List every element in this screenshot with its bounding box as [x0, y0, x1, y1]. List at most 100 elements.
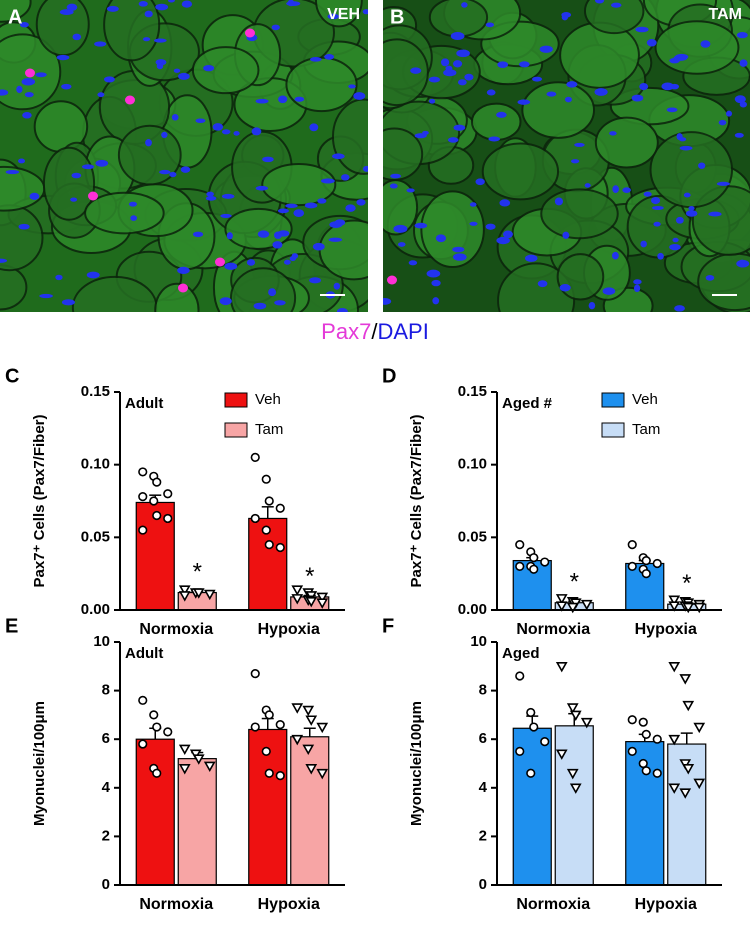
data-point	[627, 715, 637, 725]
nucleus	[356, 199, 366, 206]
data-point	[261, 746, 271, 756]
data-point	[627, 539, 637, 550]
panel-letter: A	[8, 6, 22, 28]
data-point	[138, 525, 148, 535]
nucleus	[327, 13, 339, 20]
fiber	[71, 275, 158, 312]
data-point	[555, 749, 568, 760]
nucleus	[698, 162, 706, 169]
nucleus	[496, 111, 507, 118]
nucleus	[736, 32, 748, 39]
nucleus	[453, 124, 466, 131]
nucleus	[224, 262, 238, 270]
data-point	[529, 553, 539, 563]
data-point	[149, 496, 159, 506]
nucleus	[595, 0, 605, 4]
data-point	[638, 717, 648, 727]
significance: *	[570, 569, 579, 596]
nucleus	[561, 14, 569, 21]
nucleus	[22, 111, 32, 119]
data-point	[529, 564, 539, 574]
data-point	[641, 729, 651, 739]
nucleus	[640, 240, 647, 248]
nucleus	[274, 300, 286, 306]
data-point	[682, 700, 695, 712]
data-point	[152, 768, 162, 778]
nucleus	[383, 297, 392, 305]
nucleus	[155, 3, 169, 11]
nucleus	[156, 62, 164, 70]
data-point	[693, 722, 706, 734]
nucleus	[180, 166, 191, 173]
nucleus	[253, 302, 267, 310]
y-tick-label: 0	[102, 876, 110, 893]
data-point	[302, 744, 315, 756]
nucleus	[496, 236, 510, 245]
nucleus	[450, 32, 465, 40]
fiber	[154, 282, 200, 312]
bar	[135, 738, 175, 886]
nucleus	[103, 76, 115, 83]
nucleus	[612, 251, 619, 260]
y-tick-label: 0.00	[81, 601, 110, 618]
data-point	[316, 598, 329, 609]
data-point	[641, 569, 651, 579]
chart-title: Aged #	[502, 395, 553, 412]
stain-legend: Pax7/DAPI	[321, 319, 429, 344]
nucleus	[673, 55, 688, 61]
nucleus	[497, 61, 509, 68]
nucleus	[309, 57, 322, 62]
data-point	[316, 722, 329, 734]
data-point	[192, 754, 205, 765]
stain: Pax7	[321, 319, 371, 344]
data-point	[515, 539, 525, 550]
nucleus	[271, 24, 280, 31]
nucleus	[562, 231, 570, 239]
nucleus	[475, 178, 485, 186]
nucleus	[219, 297, 232, 306]
nucleus	[71, 172, 82, 179]
fiber	[383, 38, 429, 107]
nucleus	[393, 224, 408, 233]
nucleus	[130, 215, 138, 221]
nucleus	[738, 259, 746, 268]
significance: *	[193, 558, 202, 585]
nucleus	[485, 22, 495, 28]
fiber	[230, 267, 297, 312]
nucleus	[574, 142, 585, 147]
fiber	[649, 131, 734, 209]
fiber	[583, 0, 645, 35]
nucleus	[353, 92, 366, 100]
nucleus	[525, 254, 538, 262]
fiber	[559, 21, 640, 89]
fiber	[481, 142, 560, 201]
pax7-nucleus	[25, 68, 35, 78]
data-point	[540, 737, 550, 747]
nucleus	[255, 98, 269, 104]
x-tick-label: Hypoxia	[635, 896, 697, 913]
nucleus	[304, 202, 318, 209]
legend-label: Veh	[632, 391, 658, 408]
nucleus	[333, 282, 341, 290]
nucleus	[61, 83, 72, 90]
nucleus	[294, 96, 305, 102]
nucleus	[570, 159, 580, 164]
nucleus	[291, 253, 299, 259]
data-point	[316, 768, 329, 780]
nucleus	[440, 58, 450, 67]
data-point	[250, 668, 260, 679]
nucleus	[86, 271, 100, 279]
x-tick-label: Normoxia	[139, 621, 213, 638]
nucleus	[21, 77, 36, 86]
image-label: VEH	[327, 6, 360, 23]
data-point	[540, 557, 550, 567]
nucleus	[128, 201, 137, 207]
fiber	[315, 0, 363, 28]
fiber	[84, 191, 165, 235]
nucleus	[456, 49, 470, 58]
data-point	[627, 746, 637, 756]
nucleus	[81, 164, 95, 170]
chart-title: Adult	[125, 395, 163, 412]
nucleus	[410, 67, 422, 74]
